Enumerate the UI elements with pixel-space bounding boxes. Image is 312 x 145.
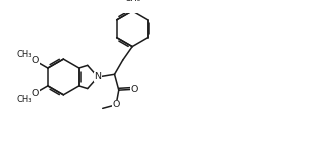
Text: O: O [32, 56, 39, 65]
Text: O: O [130, 85, 138, 94]
Text: N: N [95, 72, 102, 81]
Text: CH₃: CH₃ [16, 95, 32, 104]
Text: O: O [112, 100, 120, 109]
Text: CH₃: CH₃ [124, 0, 140, 2]
Text: CH₃: CH₃ [16, 50, 32, 59]
Text: O: O [32, 89, 39, 98]
